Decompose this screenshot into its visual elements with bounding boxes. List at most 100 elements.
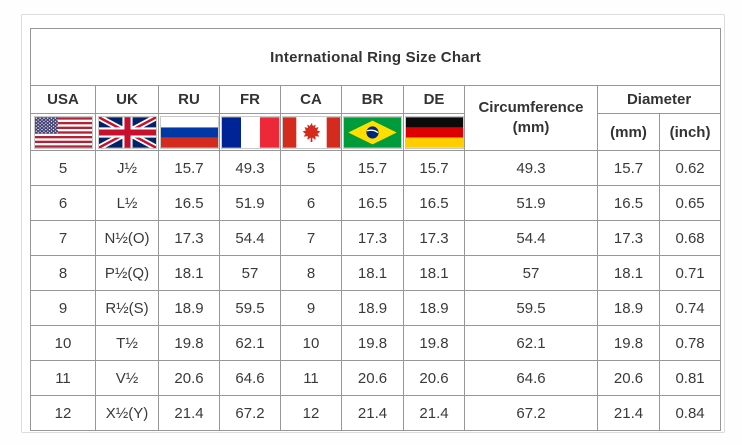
size-value-cell: 20.6 (158, 360, 220, 396)
russia-flag-cell (158, 113, 220, 151)
circumference-label: Circumference (478, 98, 584, 116)
size-value-cell: T½ (95, 325, 159, 361)
column-header-ca: CA (280, 85, 342, 114)
size-value-cell: 57 (464, 255, 598, 291)
size-value-cell: N½(O) (95, 220, 159, 256)
size-value-cell: 5 (280, 150, 342, 186)
table-row: 6 L½ 16.5 51.9 6 16.5 16.5 51.9 16.5 0.65 (30, 185, 722, 221)
size-value-cell: X½(Y) (95, 395, 159, 431)
size-value-cell: 0.62 (658, 150, 722, 186)
size-value-cell: 19.8 (403, 325, 465, 361)
size-value-cell: 49.3 (219, 150, 281, 186)
size-value-cell: 18.9 (597, 290, 660, 326)
flag-row: (mm) (inch) (30, 113, 722, 151)
size-value-cell: 21.4 (341, 395, 404, 431)
size-value-cell: 19.8 (341, 325, 404, 361)
size-value-cell: 6 (30, 185, 96, 221)
size-value-cell: 19.8 (597, 325, 660, 361)
usa-flag-cell (30, 113, 96, 151)
size-value-cell: 20.6 (403, 360, 465, 396)
size-value-cell: 57 (219, 255, 281, 291)
size-value-cell: 8 (30, 255, 96, 291)
size-value-cell: 20.6 (597, 360, 660, 396)
uk-flag-cell (95, 113, 159, 151)
size-value-cell: 15.7 (158, 150, 220, 186)
russia-flag-icon (159, 115, 219, 149)
size-value-cell: 0.71 (658, 255, 722, 291)
size-value-cell: 67.2 (464, 395, 598, 431)
title-row: International Ring Size Chart (29, 28, 722, 86)
column-header-br: BR (341, 85, 404, 114)
france-flag-cell (219, 113, 281, 151)
uk-flag-icon (97, 115, 157, 149)
size-value-cell: 54.4 (464, 220, 598, 256)
size-value-cell: 5 (30, 150, 96, 186)
diameter-mm-header: (mm) (597, 113, 660, 151)
size-value-cell: 17.3 (597, 220, 660, 256)
size-value-cell: P½(Q) (95, 255, 159, 291)
size-value-cell: 7 (30, 220, 96, 256)
size-value-cell: 11 (280, 360, 342, 396)
table-row: 5 J½ 15.7 49.3 5 15.7 15.7 49.3 15.7 0.62 (30, 150, 722, 186)
size-value-cell: 0.81 (658, 360, 722, 396)
germany-flag-cell (403, 113, 465, 151)
size-value-cell: 7 (280, 220, 342, 256)
brazil-flag-icon (343, 115, 402, 149)
size-value-cell: 18.9 (341, 290, 404, 326)
column-header-de: DE (403, 85, 465, 114)
size-value-cell: 19.8 (158, 325, 220, 361)
table-body: 5 J½ 15.7 49.3 5 15.7 15.7 49.3 15.7 0.62 6 L½ 16.5 5… (30, 150, 722, 431)
column-header-ru: RU (158, 85, 220, 114)
size-value-cell: 18.9 (158, 290, 220, 326)
diameter-inch-header: (inch) (658, 113, 722, 151)
table-row: 12 X½(Y) 21.4 67.2 12 21.4 21.4 67.2 21.4 0.84 (30, 395, 722, 431)
column-header-fr: FR (219, 85, 281, 114)
brazil-flag-cell (341, 113, 404, 151)
table-row: 8 P½(Q) 18.1 57 8 18.1 18.1 57 18.1 0.71 (30, 255, 722, 291)
size-value-cell: 21.4 (597, 395, 660, 431)
size-value-cell: 62.1 (464, 325, 598, 361)
size-value-cell: 15.7 (597, 150, 660, 186)
canada-flag-cell (280, 113, 342, 151)
ring-size-table: International Ring Size Chart USA UK RU … (29, 28, 722, 431)
size-value-cell: 11 (30, 360, 96, 396)
table-row: 11 V½ 20.6 64.6 11 20.6 20.6 64.6 20.6 0.81 (30, 360, 722, 396)
size-value-cell: 9 (280, 290, 342, 326)
size-value-cell: 0.68 (658, 220, 722, 256)
canada-flag-icon (281, 115, 341, 149)
size-value-cell: 64.6 (219, 360, 281, 396)
table-row: 7 N½(O) 17.3 54.4 7 17.3 17.3 54.4 17.3 0.68 (30, 220, 722, 256)
size-value-cell: 10 (30, 325, 96, 361)
size-value-cell: 18.1 (403, 255, 465, 291)
size-value-cell: L½ (95, 185, 159, 221)
size-value-cell: 21.4 (158, 395, 220, 431)
size-value-cell: V½ (95, 360, 159, 396)
size-value-cell: 0.74 (658, 290, 722, 326)
size-value-cell: 18.1 (341, 255, 404, 291)
size-value-cell: 64.6 (464, 360, 598, 396)
size-value-cell: 18.1 (158, 255, 220, 291)
size-value-cell: 17.3 (403, 220, 465, 256)
size-value-cell: 67.2 (219, 395, 281, 431)
size-value-cell: 18.1 (597, 255, 660, 291)
size-value-cell: 18.9 (403, 290, 465, 326)
size-value-cell: 8 (280, 255, 342, 291)
size-value-cell: 15.7 (403, 150, 465, 186)
size-value-cell: R½(S) (95, 290, 159, 326)
size-value-cell: 16.5 (158, 185, 220, 221)
size-value-cell: 16.5 (341, 185, 404, 221)
column-header-circumference: Circumference (mm) (464, 85, 598, 151)
size-value-cell: 20.6 (341, 360, 404, 396)
size-value-cell: 0.78 (658, 325, 722, 361)
size-value-cell: 51.9 (464, 185, 598, 221)
table-row: 9 R½(S) 18.9 59.5 9 18.9 18.9 59.5 18.9 0.74 (30, 290, 722, 326)
size-value-cell: 51.9 (219, 185, 281, 221)
size-value-cell: 17.3 (158, 220, 220, 256)
size-value-cell: 62.1 (219, 325, 281, 361)
size-value-cell: 16.5 (403, 185, 465, 221)
size-value-cell: 0.65 (658, 185, 722, 221)
size-value-cell: 12 (30, 395, 96, 431)
germany-flag-icon (404, 115, 464, 149)
size-value-cell: 17.3 (341, 220, 404, 256)
column-header-uk: UK (95, 85, 159, 114)
